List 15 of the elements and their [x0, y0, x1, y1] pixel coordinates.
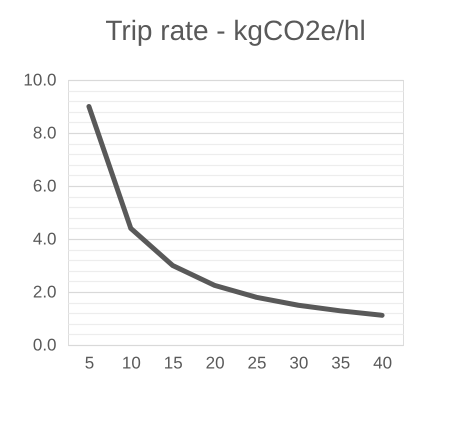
- x-tick-label: 35: [331, 354, 350, 372]
- x-tick-label: 40: [373, 354, 392, 372]
- y-tick-label: 4.0: [32, 230, 56, 248]
- x-tick-label: 5: [84, 354, 94, 372]
- y-tick-label: 2.0: [32, 282, 56, 302]
- x-tick-label: 20: [206, 354, 225, 372]
- y-tick-label: 0.0: [32, 336, 56, 354]
- y-tick-label: 8.0: [32, 124, 56, 142]
- x-tick-label: 15: [164, 354, 183, 372]
- x-tick-label: 30: [289, 354, 308, 372]
- x-tick-label: 10: [122, 354, 141, 372]
- y-tick-label: 6.0: [32, 176, 56, 196]
- chart-title: Trip rate - kgCO2e/hl: [105, 15, 366, 46]
- y-tick-label: 10.0: [23, 70, 56, 90]
- x-tick-label: 25: [247, 354, 266, 372]
